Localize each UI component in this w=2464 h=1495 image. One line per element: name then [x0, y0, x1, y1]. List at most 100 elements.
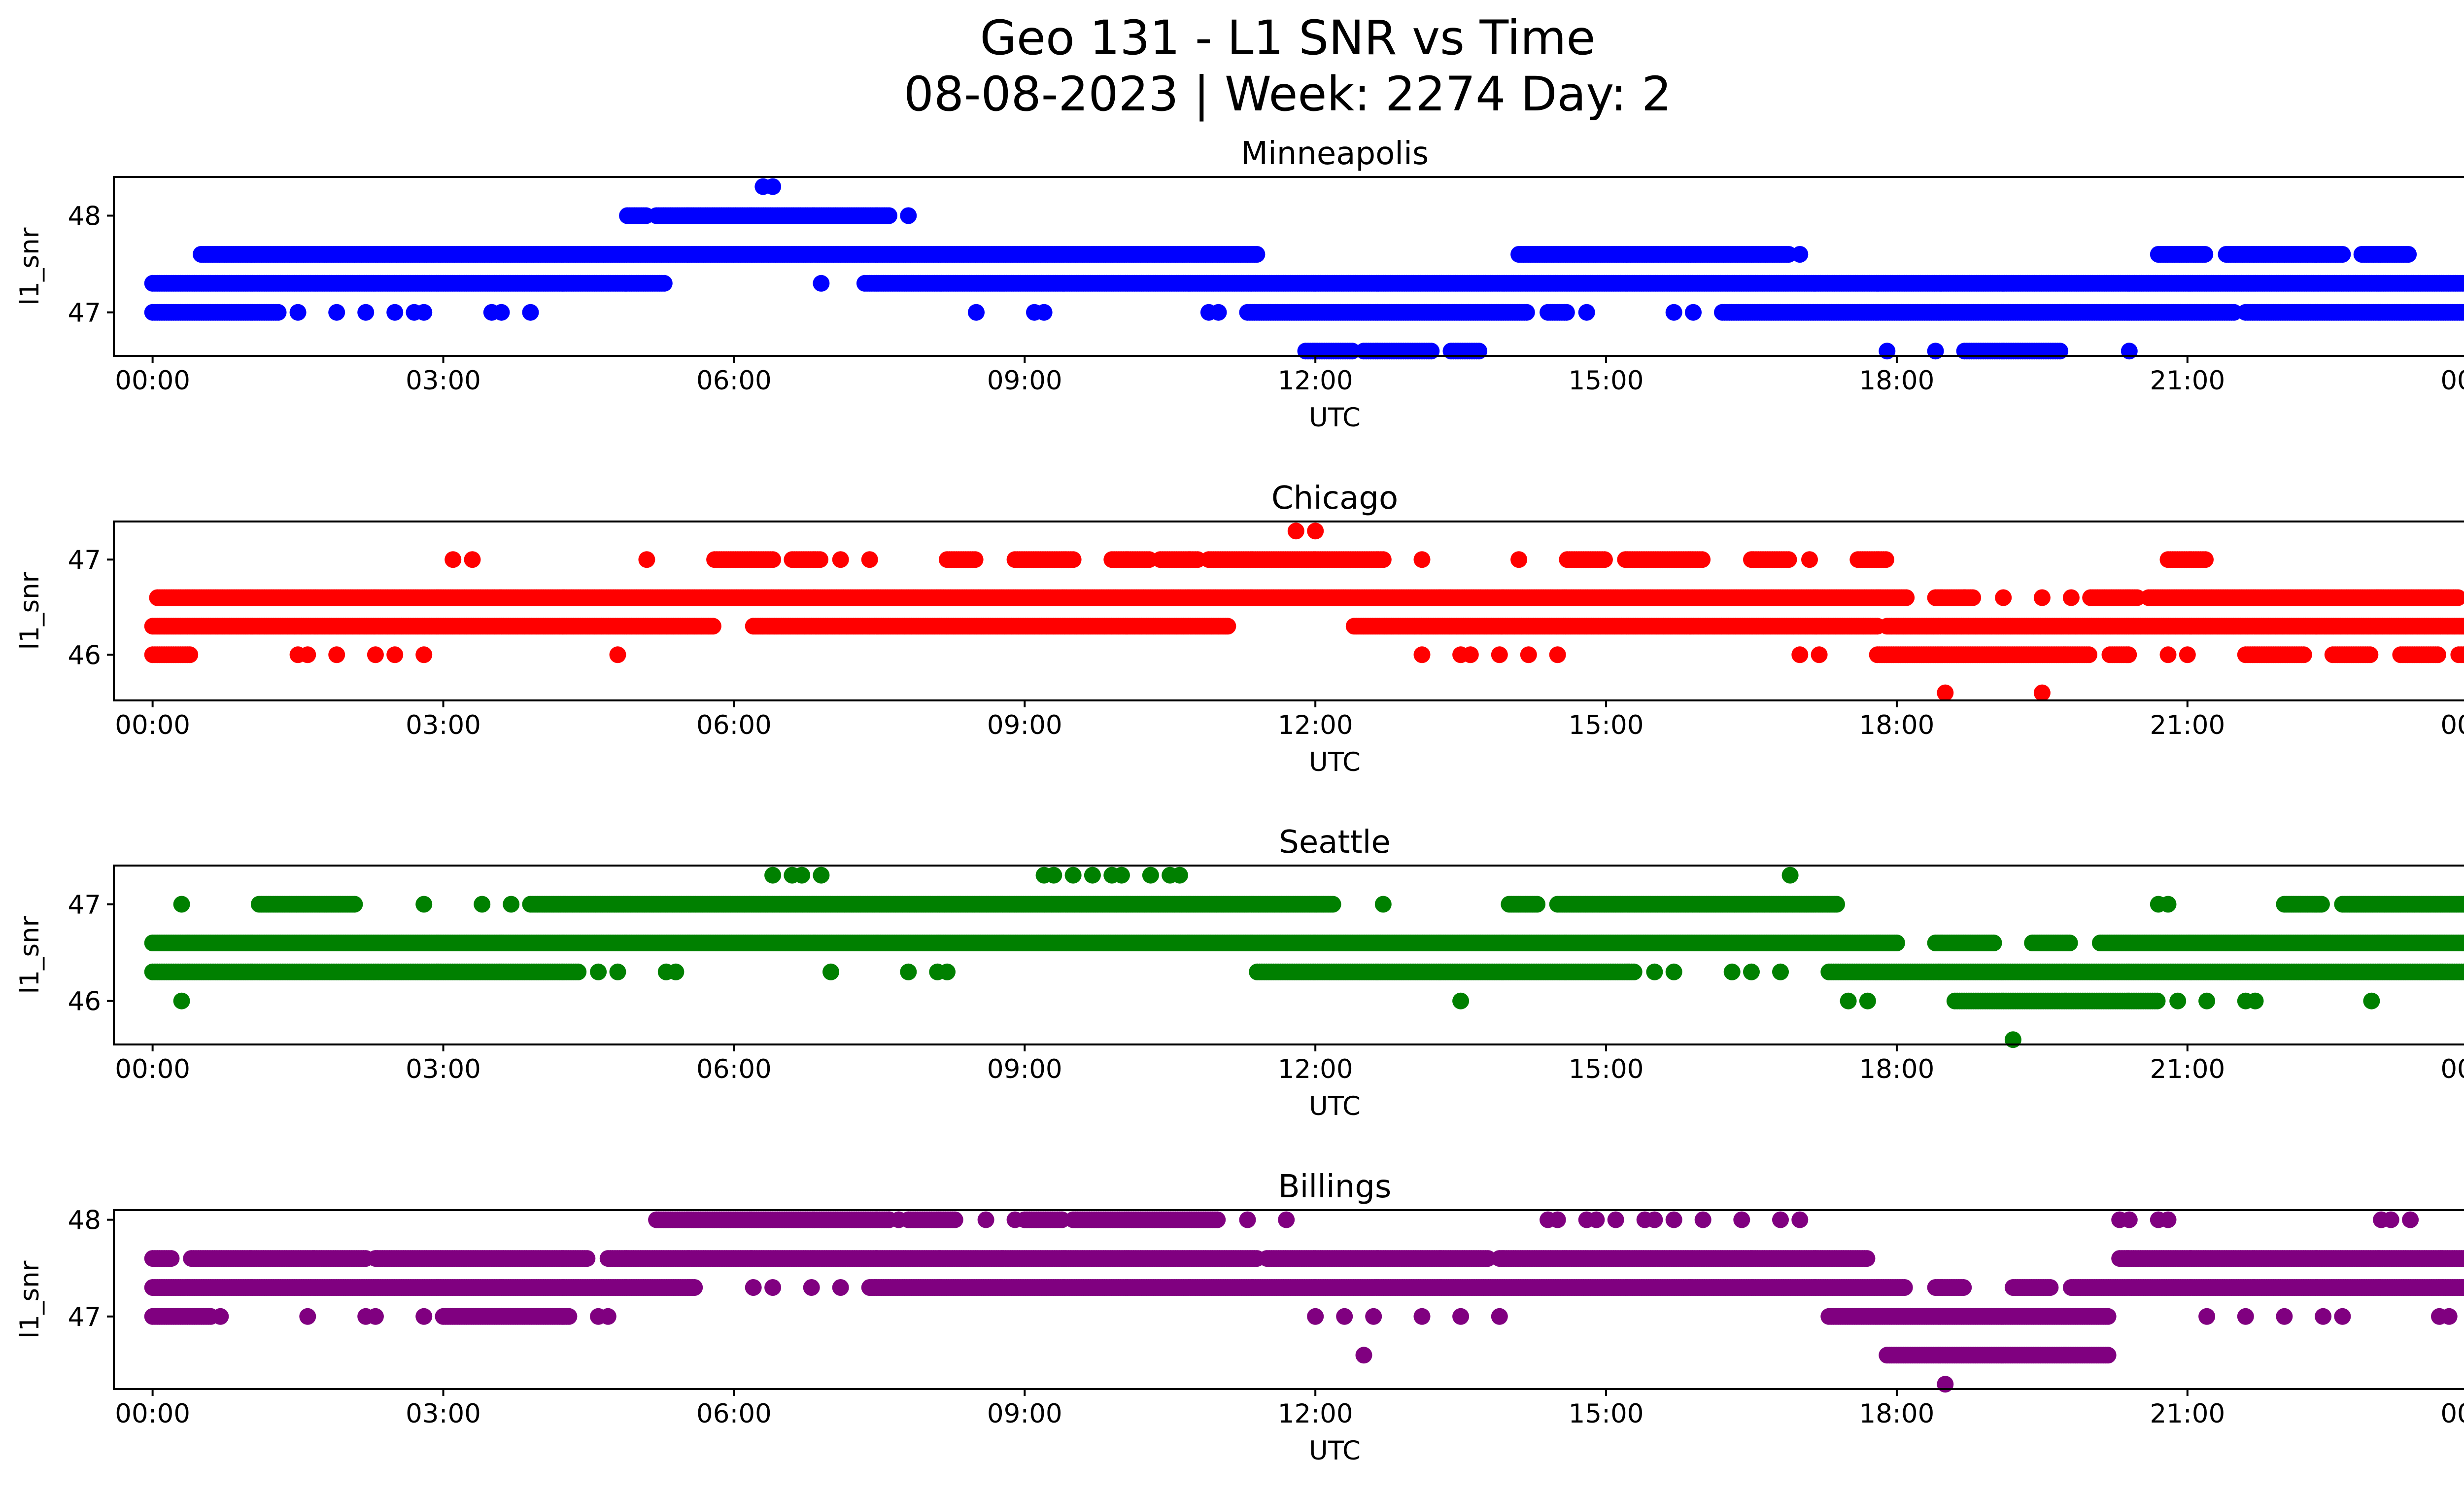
minneapolis-data-point [1791, 246, 1809, 263]
minneapolis-data-point [1879, 343, 1896, 360]
chicago-data-point [966, 551, 984, 568]
chicago-x-tick-label: 15:00 [1569, 710, 1644, 740]
minneapolis-y-tick-label: 47 [68, 298, 101, 328]
chicago-data-point [1995, 589, 2012, 606]
minneapolis-x-tick-label: 03:00 [406, 366, 481, 396]
minneapolis-x-tick-label: 09:00 [987, 366, 1062, 396]
chicago-data-point [1219, 618, 1236, 635]
chicago-data-point [367, 646, 384, 663]
minneapolis-y-axis-label: l1_snr [15, 227, 45, 305]
chicago-data-point [2295, 646, 2312, 663]
chicago-x-tick-label: 09:00 [987, 710, 1062, 740]
chicago-data-point [1937, 684, 1954, 701]
chicago-data-point [812, 551, 828, 568]
minneapolis-data-point [1665, 304, 1682, 321]
chicago-data-point [445, 551, 462, 568]
chicago-data-point [1780, 551, 1797, 568]
chicago-data-point [2429, 646, 2446, 663]
minneapolis-x-tick-label: 12:00 [1278, 366, 1353, 396]
minneapolis-x-axis-label: UTC [1309, 403, 1361, 433]
chicago-data-point [1549, 646, 1566, 663]
minneapolis-data-point [522, 304, 539, 321]
chicago-data-point [181, 646, 199, 663]
chicago-data-point [2361, 646, 2379, 663]
minneapolis-data-point [2400, 246, 2417, 263]
seattle-panel-title: Seattle [1279, 824, 1391, 861]
minneapolis-data-point [2196, 246, 2214, 263]
chicago-data-point [1801, 551, 1818, 568]
minneapolis-data-point [813, 275, 830, 292]
chicago-data-point [386, 646, 404, 663]
chicago-data-point [1791, 646, 1809, 663]
minneapolis-data-point [655, 275, 673, 292]
minneapolis-panel-title: Minneapolis [1241, 136, 1429, 172]
chicago-x-tick-label: 21:00 [2150, 710, 2225, 740]
chicago-data-point [1491, 646, 1508, 663]
chicago-data-point [1462, 646, 1479, 663]
chicago-data-point [464, 551, 481, 568]
chicago-data-point [1510, 551, 1528, 568]
chicago-y-axis-label: l1_snr [15, 572, 45, 650]
minneapolis-y-tick-label: 48 [68, 201, 101, 231]
minneapolis-data-point [2052, 343, 2069, 360]
chicago-data-point [415, 646, 433, 663]
minneapolis-data-point [900, 207, 917, 224]
chicago-x-tick-label: 00:00 [2440, 710, 2464, 740]
chicago-data-point [2120, 646, 2137, 663]
chicago-data-point [764, 551, 782, 568]
minneapolis-data-point [1035, 304, 1053, 321]
chicago-data-point [2197, 551, 2214, 568]
chicago-data-point [609, 646, 626, 663]
chicago-data-point [1694, 551, 1711, 568]
chicago-y-tick-label: 47 [68, 545, 101, 575]
minneapolis-data-point [881, 207, 897, 224]
minneapolis-x-tick-label: 00:00 [115, 366, 190, 396]
chicago-data-point [299, 646, 316, 663]
minneapolis-data-point [1210, 304, 1227, 321]
chicago-x-tick-label: 06:00 [696, 710, 772, 740]
minneapolis-data-point [2121, 343, 2138, 360]
figure-title-line-2: 08-08-2023 | Week: 2274 Day: 2 [904, 67, 1672, 122]
minneapolis-data-point [1558, 304, 1575, 321]
minneapolis-x-tick-label: 18:00 [1859, 366, 1935, 396]
minneapolis-data-point [968, 304, 985, 321]
minneapolis-data-point [764, 178, 782, 195]
chicago-data-point [2033, 589, 2051, 606]
chicago-data-point [861, 551, 878, 568]
minneapolis-data-point [270, 304, 287, 321]
minneapolis-data-point [1685, 304, 1702, 321]
minneapolis-data-point [289, 304, 307, 321]
chicago-data-point [1413, 551, 1431, 568]
chicago-data-point [1898, 589, 1915, 606]
chicago-data-point [2081, 646, 2097, 663]
chicago-x-tick-label: 18:00 [1859, 710, 1935, 740]
minneapolis-data-point [1423, 343, 1440, 360]
minneapolis-data-point [1518, 304, 1535, 321]
chicago-data-point [704, 618, 721, 635]
chicago-data-point [1520, 646, 1537, 663]
chicago-data-point [638, 551, 655, 568]
minneapolis-data-point [1471, 343, 1488, 360]
minneapolis-data-point [357, 304, 375, 321]
chicago-panel-title: Chicago [1271, 480, 1398, 517]
minneapolis-data-point [415, 304, 433, 321]
chicago-data-point [1596, 551, 1613, 568]
minneapolis-x-tick-label: 06:00 [696, 366, 772, 396]
minneapolis-x-tick-label: 00:00 [2440, 366, 2464, 396]
chicago-data-point [1064, 551, 1082, 568]
chicago-data-point [1287, 522, 1304, 540]
chicago-data-point [2062, 589, 2080, 606]
minneapolis-data-point [1578, 304, 1595, 321]
chicago-data-point [2179, 646, 2196, 663]
minneapolis-x-tick-label: 21:00 [2150, 366, 2225, 396]
minneapolis-data-point [1927, 343, 1944, 360]
minneapolis-data-point [1248, 246, 1266, 263]
chicago-data-point [1956, 589, 1973, 606]
chicago-y-tick-label: 46 [68, 640, 101, 670]
chicago-data-point [2033, 684, 2051, 701]
chicago-data-point [1811, 646, 1828, 663]
chicago-x-tick-label: 03:00 [406, 710, 481, 740]
chicago-data-point [1877, 551, 1894, 568]
